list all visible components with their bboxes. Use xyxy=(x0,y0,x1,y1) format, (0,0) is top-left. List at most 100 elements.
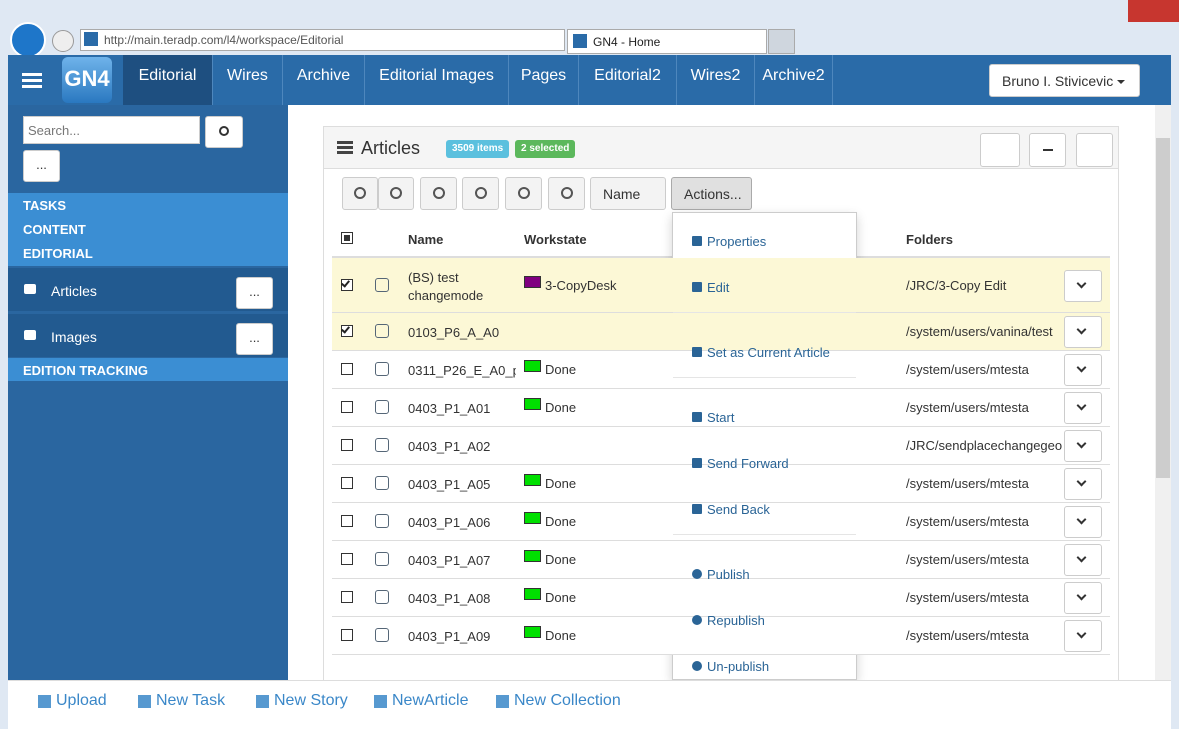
row-menu-button[interactable] xyxy=(1064,468,1102,500)
row-name[interactable]: 0403_P1_A07 xyxy=(408,553,491,568)
column-header[interactable]: Name xyxy=(408,232,444,247)
item-label[interactable]: Images xyxy=(51,329,97,345)
menu-item[interactable]: Republish xyxy=(707,613,765,628)
section-header[interactable]: CONTENT xyxy=(23,222,86,237)
nav-tab[interactable]: Archive xyxy=(283,55,365,105)
menu-item[interactable]: Send Back xyxy=(707,502,770,517)
row-menu-button[interactable] xyxy=(1064,316,1102,348)
table-row[interactable] xyxy=(332,541,1110,579)
row-menu-button[interactable] xyxy=(1064,620,1102,652)
column-header[interactable]: Folders xyxy=(906,232,953,247)
row-checkbox[interactable] xyxy=(341,591,353,603)
row-menu-button[interactable] xyxy=(1064,506,1102,538)
footer-link[interactable]: Upload xyxy=(56,692,107,709)
actions-button[interactable]: Actions... xyxy=(671,177,752,210)
favicon xyxy=(573,34,587,48)
nav-tab[interactable]: Archive2 xyxy=(755,55,833,105)
item-button[interactable]: ... xyxy=(236,323,273,355)
row-name[interactable]: 0403_P1_A02 xyxy=(408,439,491,454)
table-row[interactable] xyxy=(332,313,1110,351)
close-window[interactable] xyxy=(1128,0,1179,22)
row-checkbox[interactable] xyxy=(341,363,353,375)
close-button[interactable] xyxy=(1076,133,1113,167)
row-name[interactable]: (BS) test changemode xyxy=(408,269,484,303)
pin-button[interactable] xyxy=(980,133,1020,167)
menu-item[interactable]: Un-publish xyxy=(707,659,770,674)
scrollbar[interactable] xyxy=(1155,105,1171,680)
row-checkbox[interactable] xyxy=(341,629,353,641)
scroll-thumb[interactable] xyxy=(1156,138,1170,478)
section-header[interactable]: EDITORIAL xyxy=(23,246,93,261)
table-row[interactable] xyxy=(332,579,1110,617)
row-menu-button[interactable] xyxy=(1064,544,1102,576)
menu-icon xyxy=(692,236,702,246)
user-menu[interactable]: Bruno I. Stivicevic xyxy=(989,64,1140,97)
table-row[interactable] xyxy=(332,427,1110,465)
row-checkbox[interactable] xyxy=(341,515,353,527)
doc-icon xyxy=(375,438,389,452)
row-name[interactable]: 0403_P1_A01 xyxy=(408,401,491,416)
browser-tab[interactable] xyxy=(567,29,767,54)
row-state: Done xyxy=(545,476,577,491)
menu-item[interactable]: Properties xyxy=(707,234,767,249)
menu-item[interactable]: Publish xyxy=(707,567,750,582)
row-menu-button[interactable] xyxy=(1064,392,1102,424)
footer-link[interactable]: New Story xyxy=(274,692,348,709)
address-bar[interactable] xyxy=(80,29,565,51)
select-all[interactable] xyxy=(341,232,353,244)
menu-icon[interactable] xyxy=(22,73,42,76)
nav-tab[interactable]: Editorial xyxy=(123,55,213,105)
count-badge: 3509 items xyxy=(446,140,510,158)
menu-item[interactable]: Set as Current Article xyxy=(707,345,830,360)
nav-tab[interactable]: Editorial2 xyxy=(579,55,677,105)
minimize-button[interactable] xyxy=(1029,133,1066,167)
row-name[interactable]: 0311_P26_E_A0_pl xyxy=(408,363,516,378)
row-name[interactable]: 0403_P1_A08 xyxy=(408,591,491,606)
search-input[interactable]: Search... xyxy=(23,116,200,144)
new-tab[interactable] xyxy=(768,29,795,54)
footer-icon xyxy=(256,695,269,708)
row-checkbox[interactable] xyxy=(341,477,353,489)
doc-icon xyxy=(375,514,389,528)
column-header[interactable]: Workstate xyxy=(524,232,587,247)
row-checkbox[interactable] xyxy=(341,278,353,291)
row-name[interactable]: 0403_P1_A06 xyxy=(408,515,491,530)
row-name[interactable]: 0403_P1_A09 xyxy=(408,629,491,644)
nav-tab[interactable]: Wires xyxy=(213,55,283,105)
footer-link[interactable]: New Task xyxy=(156,692,226,709)
row-checkbox[interactable] xyxy=(341,439,353,451)
row-checkbox[interactable] xyxy=(341,553,353,565)
table-row[interactable] xyxy=(332,351,1110,389)
table-row[interactable] xyxy=(332,389,1110,427)
menu-icon xyxy=(692,569,702,579)
tool-button[interactable] xyxy=(505,177,542,210)
row-menu-button[interactable] xyxy=(1064,354,1102,386)
section-header[interactable]: TASKS xyxy=(23,198,67,213)
item-button[interactable]: ... xyxy=(236,277,273,309)
search-button[interactable] xyxy=(205,116,243,148)
row-menu-button[interactable] xyxy=(1064,430,1102,462)
row-menu-button[interactable] xyxy=(1064,582,1102,614)
row-checkbox[interactable] xyxy=(341,401,353,413)
section-header[interactable]: EDITION TRACKING xyxy=(23,363,148,378)
more-button[interactable]: ... xyxy=(23,150,60,182)
nav-tab[interactable]: Editorial Images xyxy=(365,55,509,105)
row-checkbox[interactable] xyxy=(341,325,353,337)
footer-link[interactable]: NewArticle xyxy=(392,692,469,709)
menu-icon xyxy=(692,615,702,625)
forward-button[interactable] xyxy=(52,30,74,52)
row-menu-button[interactable] xyxy=(1064,269,1102,302)
table-row[interactable] xyxy=(332,465,1110,503)
sort-button[interactable]: Name xyxy=(590,177,666,210)
nav-tab[interactable]: Wires2 xyxy=(677,55,755,105)
table-row[interactable] xyxy=(332,617,1110,655)
row-name[interactable]: 0103_P6_A_A0 xyxy=(408,325,500,340)
menu-item[interactable]: Edit xyxy=(707,280,730,295)
row-name[interactable]: 0403_P1_A05 xyxy=(408,477,491,492)
item-label[interactable]: Articles xyxy=(51,283,97,299)
menu-item[interactable]: Send Forward xyxy=(707,456,789,471)
nav-tab[interactable]: Pages xyxy=(509,55,579,105)
back-button[interactable] xyxy=(10,22,46,58)
footer-link[interactable]: New Collection xyxy=(514,692,621,709)
menu-item[interactable]: Start xyxy=(707,410,735,425)
